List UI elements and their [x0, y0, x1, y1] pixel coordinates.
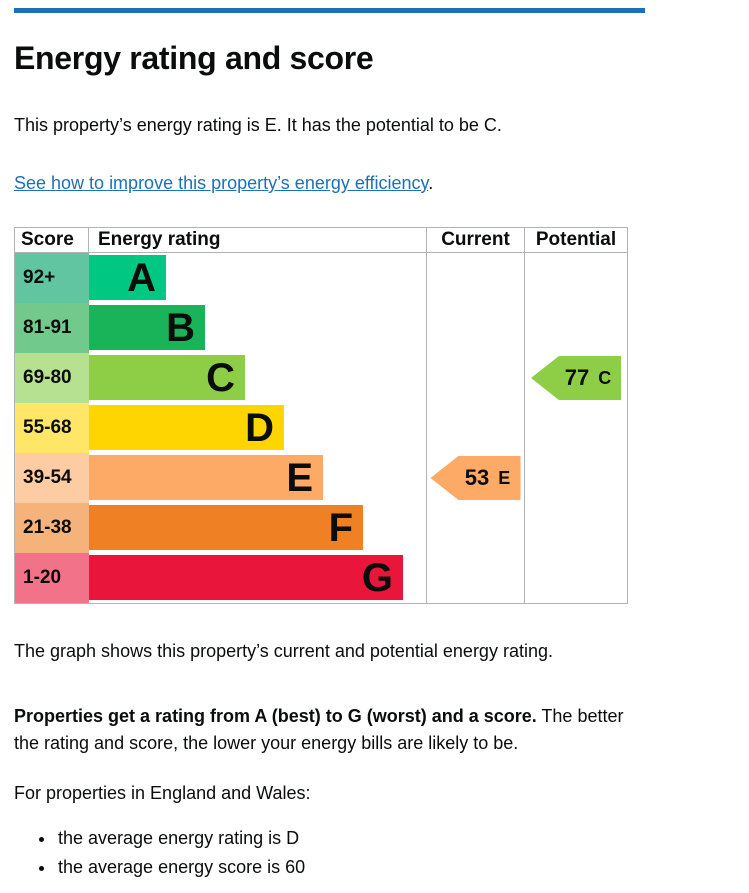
intro-text: This property’s energy rating is E. It h… — [14, 115, 502, 135]
band-rating-cell: D — [89, 403, 426, 453]
band-rating-cell: G — [89, 553, 426, 603]
current-rating-cell: 53 E — [426, 453, 524, 503]
epc-band-row: 92+ A — [15, 253, 627, 303]
band-score-cell: 55-68 — [15, 403, 89, 453]
current-rating-arrow: 53 E — [430, 456, 521, 500]
band-bar: F — [89, 505, 363, 550]
band-bar: D — [89, 405, 284, 450]
chart-header-row: Score Energy rating Current Potential — [15, 228, 627, 253]
band-score-cell: 21-38 — [15, 503, 89, 553]
score-column-header: Score — [15, 228, 89, 252]
band-score-cell: 69-80 — [15, 353, 89, 403]
band-bar: E — [89, 455, 323, 500]
potential-rating-cell — [524, 553, 627, 603]
band-score-cell: 92+ — [15, 253, 89, 303]
list-item: the average energy score is 60 — [56, 853, 749, 882]
potential-rating-cell — [524, 253, 627, 303]
improve-efficiency-line: See how to improve this property’s energ… — [14, 173, 749, 194]
band-bar: C — [89, 355, 245, 400]
rating-explanation-rest: The better the rating and score, the low… — [14, 706, 624, 753]
band-bar: B — [89, 305, 205, 350]
current-rating-cell — [426, 403, 524, 453]
list-item: the average energy rating is D — [56, 824, 749, 853]
band-rating-cell: C — [89, 353, 426, 403]
rating-explanation: Properties get a rating from A (best) to… — [14, 703, 645, 757]
band-score-cell: 39-54 — [15, 453, 89, 503]
potential-rating-cell: 77 C — [524, 353, 627, 403]
band-rating-cell: F — [89, 503, 426, 553]
current-rating-cell — [426, 303, 524, 353]
potential-rating-cell — [524, 453, 627, 503]
potential-rating-arrow: 77 C — [531, 356, 621, 400]
band-score-cell: 81-91 — [15, 303, 89, 353]
averages-list: the average energy rating is Dthe averag… — [14, 824, 749, 882]
epc-band-row: 69-80 C 77 C — [15, 353, 627, 403]
potential-rating-cell — [524, 503, 627, 553]
band-rating-cell: B — [89, 303, 426, 353]
potential-rating-cell — [524, 403, 627, 453]
regions-intro: For properties in England and Wales: — [14, 783, 311, 803]
epc-band-row: 1-20 G — [15, 553, 627, 603]
epc-band-row: 55-68 D — [15, 403, 627, 453]
potential-rating-cell — [524, 303, 627, 353]
epc-band-row: 81-91 B — [15, 303, 627, 353]
epc-band-row: 21-38 F — [15, 503, 627, 553]
rating-explanation-bold: Properties get a rating from A (best) to… — [14, 706, 537, 726]
chart-body: 92+ A 81-91 B 69-80 C 77 C 55-68 D 39-54… — [15, 253, 627, 603]
link-suffix: . — [428, 173, 434, 193]
band-score-cell: 1-20 — [15, 553, 89, 603]
band-rating-cell: A — [89, 253, 426, 303]
potential-column-header: Potential — [524, 228, 627, 252]
graph-caption: The graph shows this property’s current … — [14, 641, 553, 661]
current-rating-cell — [426, 553, 524, 603]
section-divider — [14, 8, 645, 13]
current-column-header: Current — [426, 228, 524, 252]
energy-rating-column-header: Energy rating — [98, 229, 221, 250]
page-title: Energy rating and score — [14, 40, 374, 76]
current-rating-cell — [426, 503, 524, 553]
band-bar: G — [89, 555, 403, 600]
band-rating-cell: E — [89, 453, 426, 503]
energy-rating-chart: Score Energy rating Current Potential 92… — [14, 227, 628, 604]
band-bar: A — [89, 255, 166, 300]
current-rating-cell — [426, 253, 524, 303]
epc-band-row: 39-54 E 53 E — [15, 453, 627, 503]
improve-efficiency-link[interactable]: See how to improve this property’s energ… — [14, 173, 429, 193]
current-rating-cell — [426, 353, 524, 403]
